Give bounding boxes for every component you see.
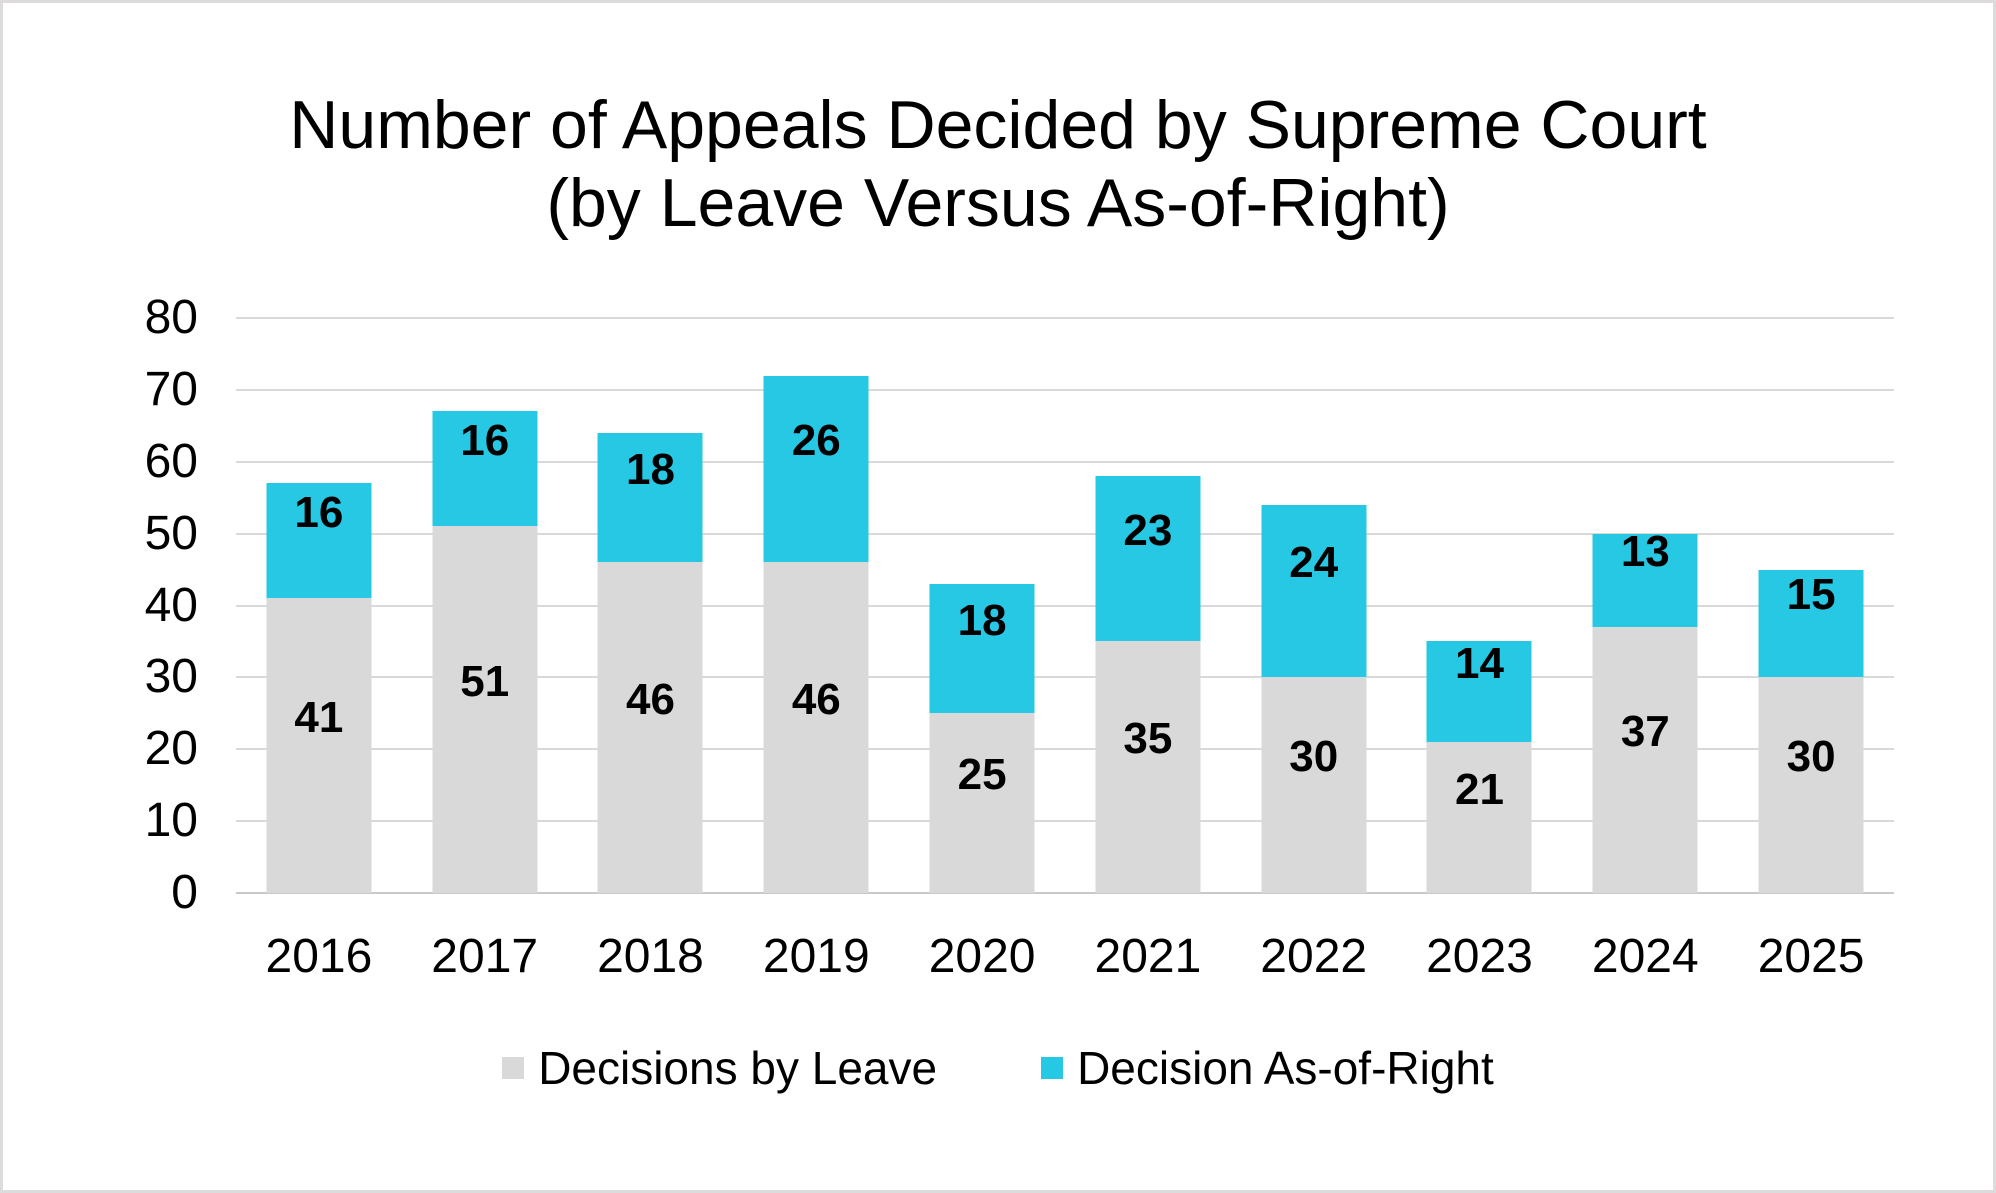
chart-title-line-1: Number of Appeals Decided by Supreme Cou…	[289, 87, 1707, 163]
bar-segment-leave-2023	[1426, 742, 1532, 893]
y-tick-label-50: 50	[144, 506, 198, 560]
bar-segment-leave-2016	[266, 598, 372, 893]
y-tick-label-10: 10	[144, 794, 198, 848]
legend-label-decision-as-of-right: Decision As-of-Right	[1077, 1042, 1494, 1094]
y-tick-label-0: 0	[171, 866, 198, 919]
chart-title: Number of Appeals Decided by Supreme Cou…	[3, 87, 1993, 242]
x-tick-label-2024: 2024	[1591, 930, 1699, 983]
plot-area: 0 10 20 30 40 50 60 70 80 41 16 2016 51 16 2017 46 18 201…	[145, 294, 1894, 983]
gridline-10	[236, 820, 1894, 823]
legend-item-decision-as-of-right: Decision As-of-Right	[1041, 1041, 1494, 1095]
gridline-70	[236, 388, 1894, 391]
x-tick-label-2016: 2016	[265, 930, 373, 983]
bar-segment-leave-2021	[1095, 641, 1201, 893]
bar-segment-asofright-2019	[763, 375, 869, 563]
y-tick-label-60: 60	[144, 434, 198, 488]
gridline-30	[236, 676, 1894, 679]
bar-segment-asofright-2020	[929, 583, 1035, 714]
x-tick-label-2018: 2018	[597, 930, 704, 983]
y-tick-label-20: 20	[144, 722, 198, 776]
bar-segment-asofright-2016	[266, 483, 372, 599]
bar-segment-leave-2017	[432, 526, 538, 893]
bar-segment-asofright-2018	[597, 433, 703, 563]
bar-stack-2020: 25 18 2020	[899, 318, 1065, 983]
bar-stack-2024: 37 13 2024	[1562, 318, 1728, 983]
x-tick-label-2023: 2023	[1426, 930, 1533, 983]
bar-stack-2021: 35 23 2021	[1065, 318, 1231, 983]
x-tick-label-2021: 2021	[1094, 930, 1202, 983]
bar-segment-leave-2022	[1261, 677, 1367, 893]
x-axis-line	[236, 892, 1894, 894]
gridline-80	[236, 317, 1894, 319]
bar-segment-leave-2020	[929, 713, 1035, 893]
gridline-60	[236, 460, 1894, 463]
x-tick-label-2019: 2019	[762, 930, 870, 983]
gridline-50	[236, 532, 1894, 535]
bar-segment-leave-2018	[597, 562, 703, 893]
bar-segment-asofright-2025	[1758, 569, 1864, 678]
x-tick-label-2022: 2022	[1260, 930, 1368, 983]
bar-segment-leave-2019	[763, 562, 869, 893]
gridline-40	[236, 604, 1894, 607]
bar-stack-2017: 51 16 2017	[402, 318, 568, 983]
y-tick-label-30: 30	[144, 650, 198, 704]
bar-stack-2023: 21 14 2023	[1397, 318, 1563, 983]
bar-stack-2022: 30 24 2022	[1231, 318, 1397, 983]
bar-stack-2019: 46 26 2019	[733, 318, 899, 983]
bar-stack-2018: 46 18 2018	[568, 318, 734, 983]
legend-swatch-decision-as-of-right	[1041, 1057, 1064, 1079]
chart-title-line-2: (by Leave Versus As-of-Right)	[546, 164, 1450, 241]
gridline-20	[236, 748, 1894, 751]
legend-label-decisions-by-leave: Decisions by Leave	[538, 1042, 938, 1094]
bar-stack-2016: 41 16 2016	[236, 318, 402, 983]
bar-segment-leave-2025	[1758, 677, 1864, 893]
bar-stack-2025: 30 15 2025	[1728, 318, 1894, 983]
bar-segment-leave-2024	[1592, 627, 1698, 893]
x-tick-label-2025: 2025	[1757, 930, 1865, 983]
bar-segment-asofright-2017	[432, 411, 538, 527]
legend: Decisions by Leave Decision As-of-Right	[3, 1041, 1993, 1095]
bar-segment-asofright-2022	[1261, 504, 1367, 678]
x-tick-label-2017: 2017	[431, 930, 539, 983]
bar-segment-asofright-2023	[1426, 641, 1532, 743]
legend-swatch-decisions-by-leave	[502, 1057, 525, 1079]
bar-segment-asofright-2024	[1592, 533, 1698, 628]
y-tick-label-70: 70	[144, 362, 198, 416]
legend-item-decisions-by-leave: Decisions by Leave	[502, 1041, 937, 1095]
x-tick-label-2020: 2020	[928, 930, 1036, 983]
y-tick-label-40: 40	[144, 578, 198, 632]
bar-segment-asofright-2021	[1095, 476, 1201, 642]
y-tick-label-80: 80	[144, 291, 198, 344]
